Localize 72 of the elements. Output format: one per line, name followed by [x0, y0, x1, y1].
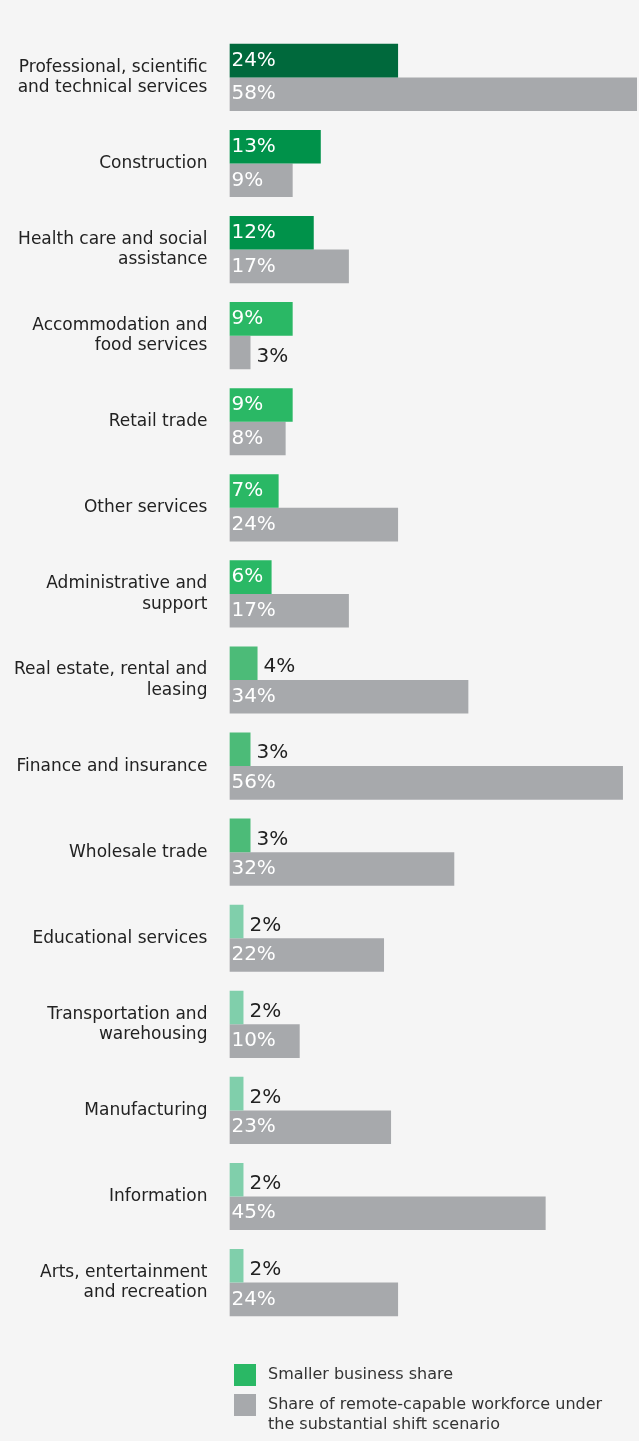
- y-tick-label: Wholesale trade: [69, 840, 208, 861]
- bar: [229, 680, 469, 714]
- data-label: 13%: [231, 132, 276, 157]
- bar: [229, 732, 251, 767]
- data-label: 24%: [231, 510, 276, 535]
- y-tick-label: Information: [109, 1184, 208, 1205]
- data-label: 3%: [256, 739, 289, 764]
- data-label: 34%: [231, 682, 276, 707]
- data-label: 8%: [231, 424, 264, 449]
- data-label: 58%: [231, 80, 276, 105]
- data-label: 2%: [249, 1255, 282, 1280]
- data-label: 3%: [256, 342, 289, 367]
- y-tick-label: Other services: [83, 496, 208, 517]
- y-tick-label: Finance and insurance: [16, 754, 208, 775]
- data-label: 4%: [263, 653, 296, 678]
- bar: [229, 904, 244, 939]
- data-label: 9%: [231, 305, 264, 330]
- bar: [229, 852, 455, 886]
- y-tick-label: Professional, scientific and technical services: [17, 55, 208, 97]
- y-tick-label: Real estate, rental and leasing: [13, 658, 208, 699]
- bar: [229, 216, 314, 250]
- bar: [229, 249, 349, 284]
- y-tick-label: Construction: [99, 151, 208, 172]
- data-label: 9%: [231, 391, 264, 416]
- bar: [229, 1248, 244, 1283]
- y-tick-label: Accommodation and food services: [32, 313, 208, 355]
- bar: [229, 938, 385, 972]
- bar: [229, 302, 293, 336]
- data-label: 2%: [249, 911, 282, 936]
- data-label: 10%: [231, 1027, 276, 1052]
- y-tick-label: Arts, entertainment and recreation: [40, 1260, 208, 1302]
- data-label: 2%: [249, 1083, 282, 1108]
- y-tick-label: Administrative and support: [46, 572, 208, 613]
- bar: [229, 507, 399, 542]
- legend-label: Smaller business share: [268, 1364, 454, 1384]
- bar: [229, 129, 321, 164]
- data-label: 24%: [231, 1285, 276, 1310]
- y-tick-label: Health care and social assistance: [18, 227, 208, 269]
- y-tick-label: Transportation and warehousing: [46, 1002, 208, 1043]
- data-label: 24%: [231, 46, 276, 71]
- bar: [229, 1076, 244, 1111]
- bar: [229, 388, 293, 422]
- data-label: 9%: [231, 166, 264, 191]
- data-label: 56%: [231, 769, 276, 794]
- y-tick-label: Retail trade: [108, 410, 208, 431]
- data-label: 2%: [249, 997, 282, 1022]
- legend-label: Share of remote-capable workforce under the substantial shift scenario: [268, 1394, 604, 1434]
- bar: [229, 646, 258, 680]
- data-label: 6%: [231, 563, 264, 588]
- bar: [229, 593, 349, 628]
- data-label: 32%: [231, 855, 276, 880]
- data-label: 45%: [231, 1199, 276, 1224]
- bar: [229, 335, 251, 370]
- data-label: 7%: [231, 477, 264, 502]
- data-label: 23%: [231, 1113, 276, 1138]
- data-label: 2%: [249, 1169, 282, 1194]
- data-label: 17%: [231, 252, 276, 277]
- bar: [229, 1162, 244, 1197]
- data-label: 12%: [231, 219, 276, 244]
- bar: [229, 1282, 399, 1317]
- data-label: 22%: [231, 941, 276, 966]
- data-label: 17%: [231, 596, 276, 621]
- bar: [229, 1110, 392, 1144]
- y-tick-label: Manufacturing: [84, 1098, 208, 1119]
- bar: [229, 766, 623, 800]
- bar: [229, 1196, 546, 1231]
- bar: [229, 818, 251, 853]
- bar: [229, 43, 399, 78]
- y-tick-label: Educational services: [32, 926, 208, 947]
- bar: [229, 77, 637, 112]
- bar: [229, 990, 244, 1025]
- data-label: 3%: [256, 825, 289, 850]
